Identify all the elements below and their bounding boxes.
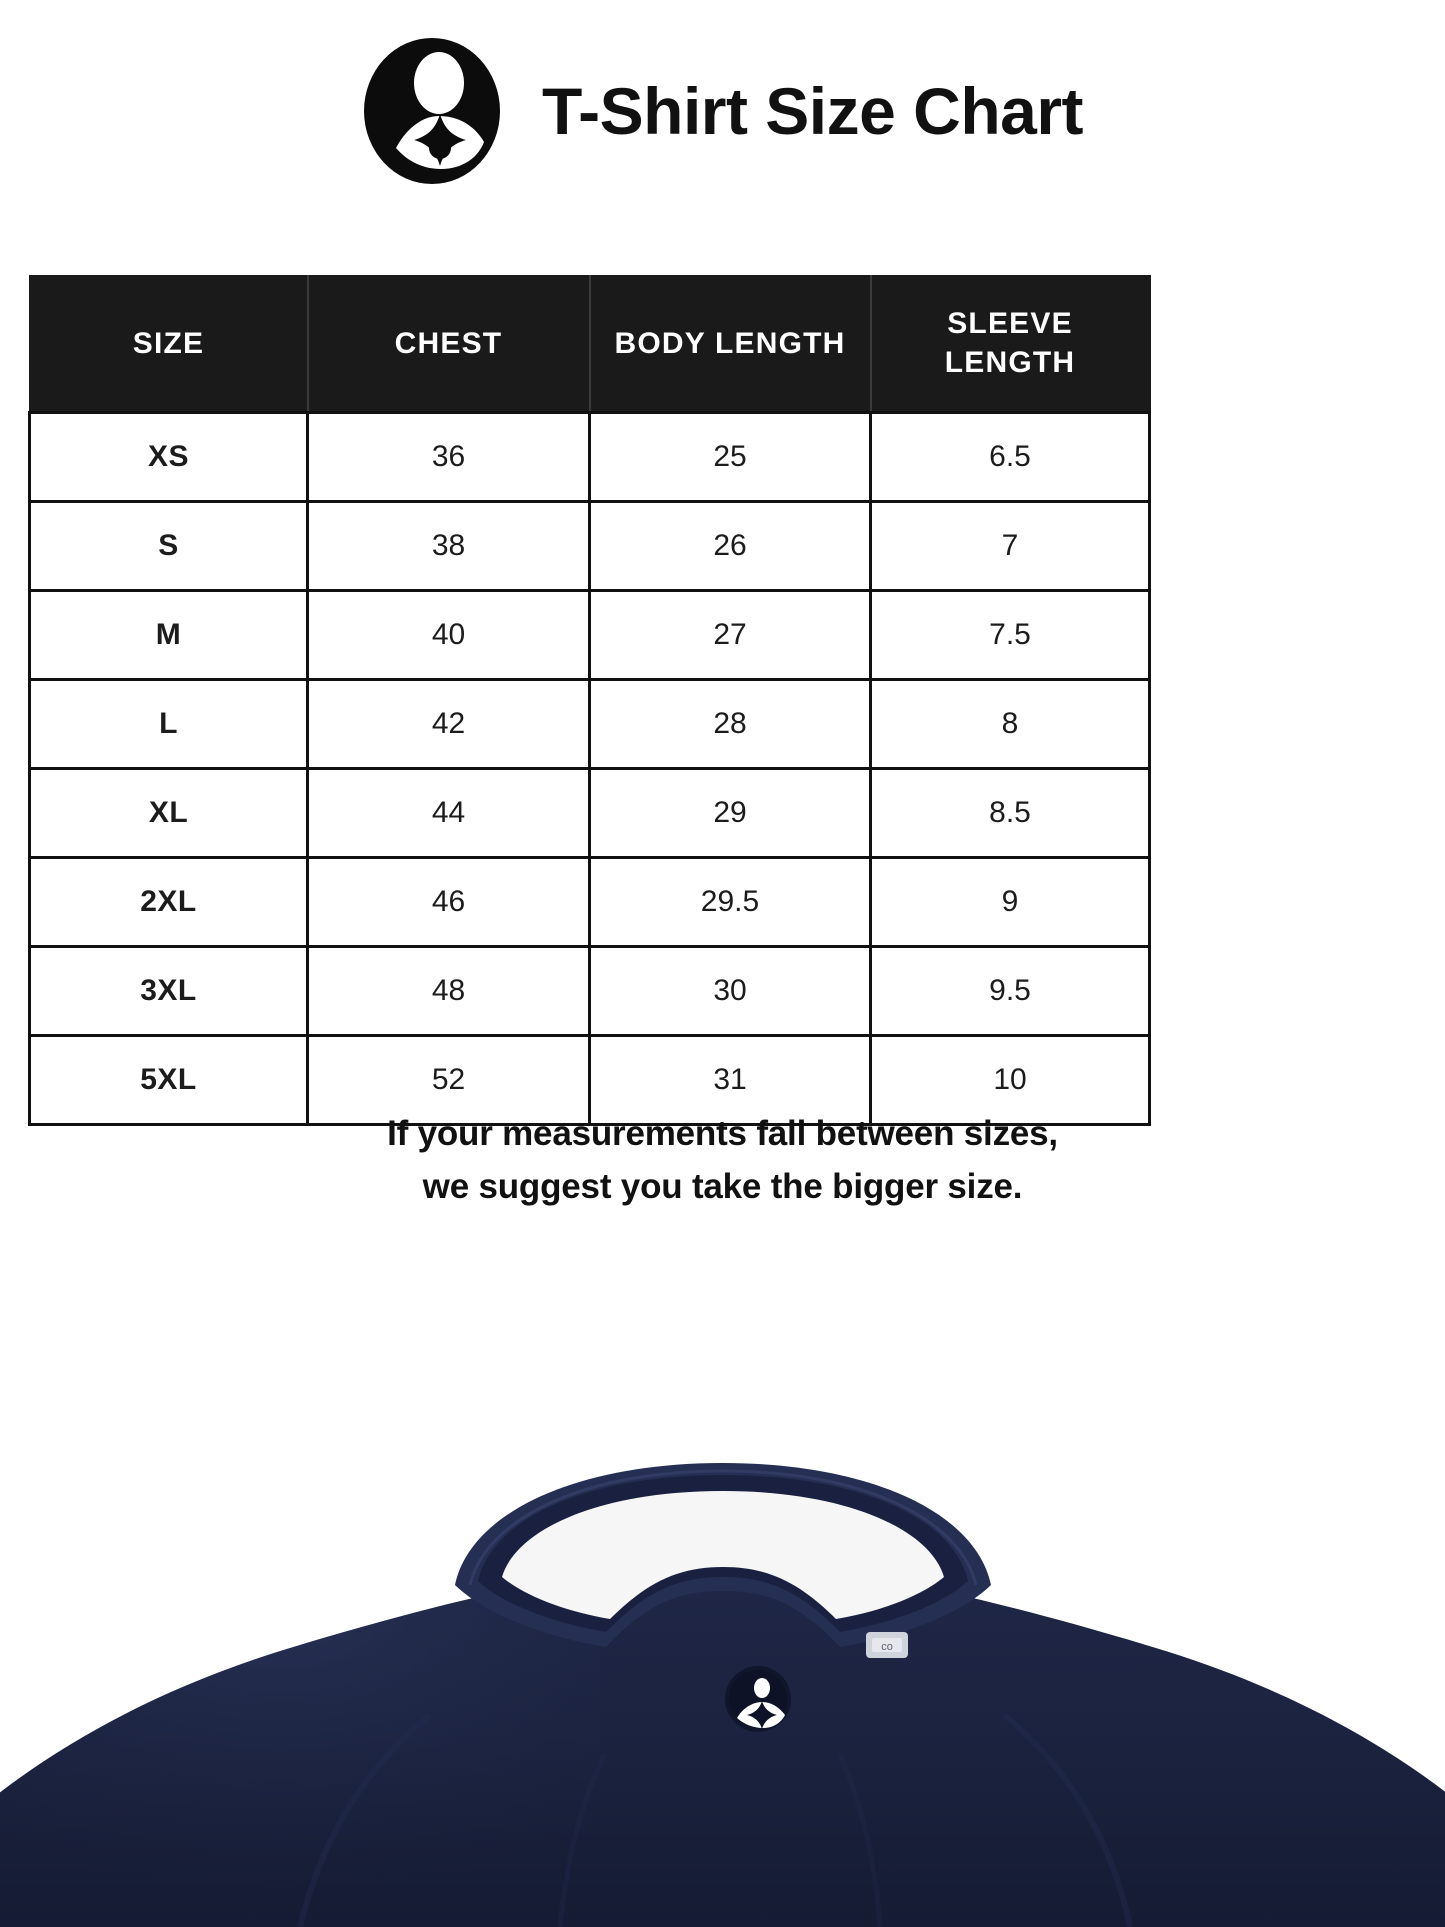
cell-size: 2XL — [28, 855, 309, 948]
table-header-row: SIZE CHEST BODY LENGTH SLEEVE LENGTH — [28, 275, 1151, 413]
cell-sleeve-length: 9 — [869, 855, 1151, 948]
cell-size: XS — [28, 410, 309, 503]
table-row: 2XL 46 29.5 9 — [28, 855, 1151, 948]
care-label: co — [866, 1632, 908, 1658]
cell-body-length: 28 — [588, 677, 872, 770]
sizing-note-line-1: If your measurements fall between sizes, — [387, 1114, 1058, 1153]
column-header-chest: CHEST — [306, 275, 591, 413]
cell-sleeve-length: 6.5 — [869, 410, 1151, 503]
cell-sleeve-length: 7.5 — [869, 588, 1151, 681]
cell-chest: 46 — [306, 855, 591, 948]
page-title: T-Shirt Size Chart — [541, 74, 1084, 148]
cell-chest: 48 — [306, 944, 591, 1037]
mother-and-child-logo-icon — [362, 36, 502, 186]
cell-size: 5XL — [28, 1033, 309, 1126]
cell-size: S — [28, 499, 309, 592]
cell-size: M — [28, 588, 309, 681]
cell-chest: 44 — [306, 766, 591, 859]
cell-body-length: 26 — [588, 499, 872, 592]
sizing-note-line-2: we suggest you take the bigger size. — [422, 1166, 1023, 1206]
table-body: XS 36 25 6.5 S 38 26 7 M 40 27 7.5 L 42 … — [28, 410, 1151, 1126]
cell-body-length: 29 — [588, 766, 872, 859]
cell-body-length: 25 — [588, 410, 872, 503]
brand-neck-tag — [725, 1666, 791, 1732]
column-header-size: SIZE — [28, 275, 309, 413]
cell-size: 3XL — [28, 944, 309, 1037]
table-row: XL 44 29 8.5 — [28, 766, 1151, 859]
table-row: S 38 26 7 — [28, 499, 1151, 592]
size-chart-table: SIZE CHEST BODY LENGTH SLEEVE LENGTH XS … — [28, 275, 1151, 1126]
svg-text:co: co — [881, 1641, 893, 1653]
cell-chest: 42 — [306, 677, 591, 770]
table-row: L 42 28 8 — [28, 677, 1151, 770]
cell-sleeve-length: 8 — [869, 677, 1151, 770]
cell-body-length: 27 — [588, 588, 872, 681]
sizing-note: If your measurements fall between sizes,… — [0, 1108, 1445, 1213]
table-row: XS 36 25 6.5 — [28, 410, 1151, 503]
cell-chest: 40 — [306, 588, 591, 681]
cell-size: L — [28, 677, 309, 770]
cell-sleeve-length: 9.5 — [869, 944, 1151, 1037]
column-header-body-length: BODY LENGTH — [588, 275, 872, 413]
table-row: 3XL 48 30 9.5 — [28, 944, 1151, 1037]
cell-sleeve-length: 8.5 — [869, 766, 1151, 859]
column-header-sleeve-length: SLEEVE LENGTH — [869, 275, 1151, 413]
cell-sleeve-length: 7 — [869, 499, 1151, 592]
cell-size: XL — [28, 766, 309, 859]
page-header: T-Shirt Size Chart — [0, 36, 1445, 186]
cell-chest: 36 — [306, 410, 591, 503]
cell-chest: 52 — [306, 1033, 591, 1126]
navy-tshirt-collar-photo: co — [0, 1285, 1445, 1927]
cell-body-length: 29.5 — [588, 855, 872, 948]
table-row: 5XL 52 31 10 — [28, 1033, 1151, 1126]
cell-sleeve-length: 10 — [869, 1033, 1151, 1126]
cell-chest: 38 — [306, 499, 591, 592]
table-row: M 40 27 7.5 — [28, 588, 1151, 681]
cell-body-length: 31 — [588, 1033, 872, 1126]
cell-body-length: 30 — [588, 944, 872, 1037]
